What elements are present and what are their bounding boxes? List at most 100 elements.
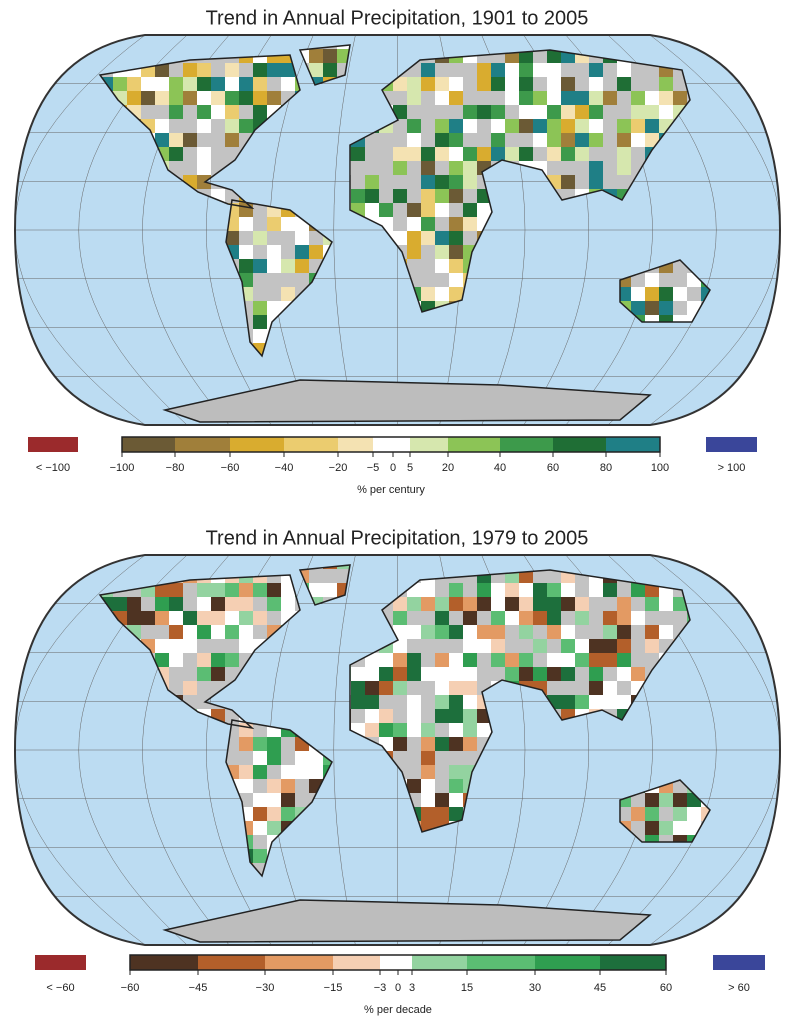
grid-cell (603, 105, 617, 119)
grid-cell (15, 105, 29, 119)
grid-cell (505, 63, 519, 77)
grid-cell (211, 625, 225, 639)
panel: Trend in Annual Precipitation, 1901 to 2… (13, 7, 785, 496)
grid-cell (435, 695, 449, 709)
grid-cell (29, 371, 43, 385)
grid-cell (645, 793, 659, 807)
grid-cell (463, 723, 477, 737)
grid-cell (365, 147, 379, 161)
colorbar-tick-label: −30 (256, 982, 275, 994)
grid-cell (141, 77, 155, 91)
grid-cell (57, 49, 71, 63)
grid-cell (211, 147, 225, 161)
grid-cell (169, 63, 183, 77)
grid-cell (197, 105, 211, 119)
grid-cell (771, 357, 785, 371)
colorbar-tick-label: 40 (494, 462, 506, 474)
colorbar-tick-label: 0 (395, 982, 401, 994)
grid-cell (393, 751, 407, 765)
grid-cell (253, 793, 267, 807)
grid-cell (197, 583, 211, 597)
grid-cell (547, 147, 561, 161)
grid-cell (29, 385, 43, 399)
grid-cell (393, 597, 407, 611)
grid-cell (407, 723, 421, 737)
grid-cell (547, 611, 561, 625)
grid-cell (393, 189, 407, 203)
grid-cell (757, 583, 771, 597)
grid-cell (225, 611, 239, 625)
colorbar-tick-label: −20 (329, 462, 348, 474)
grid-cell (477, 653, 491, 667)
grid-cell (57, 919, 71, 933)
grid-cell (463, 695, 477, 709)
grid-cell (267, 807, 281, 821)
grid-cell (127, 91, 141, 105)
grid-cell (407, 653, 421, 667)
grid-cell (253, 245, 267, 259)
grid-cell (281, 77, 295, 91)
grid-cell (603, 133, 617, 147)
grid-cell (771, 77, 785, 91)
grid-cell (379, 203, 393, 217)
grid-cell (589, 175, 603, 189)
grid-cell (449, 147, 463, 161)
grid-cell (757, 357, 771, 371)
grid-cell (71, 933, 85, 947)
grid-cell (575, 625, 589, 639)
grid-cell (253, 849, 267, 863)
grid-cell (393, 737, 407, 751)
grid-cell (589, 119, 603, 133)
grid-cell (547, 583, 561, 597)
grid-cell (155, 77, 169, 91)
grid-cell (253, 315, 267, 329)
grid-cell (15, 49, 29, 63)
grid-cell (589, 161, 603, 175)
grid-cell (449, 175, 463, 189)
grid-cell (771, 555, 785, 569)
colorbar-segment (230, 437, 284, 452)
grid-cell (771, 329, 785, 343)
grid-cell (197, 119, 211, 133)
grid-cell (771, 569, 785, 583)
grid-cell (505, 639, 519, 653)
grid-cell (589, 681, 603, 695)
grid-cell (253, 751, 267, 765)
grid-cell (771, 905, 785, 919)
grid-cell (463, 217, 477, 231)
grid-cell (197, 597, 211, 611)
grid-cell (743, 399, 757, 413)
grid-cell (407, 639, 421, 653)
grid-cell (309, 765, 323, 779)
grid-cell (43, 49, 57, 63)
coastline (619, 259, 711, 323)
grid-cell (743, 371, 757, 385)
grid-cell (743, 919, 757, 933)
grid-cell (393, 695, 407, 709)
grid-cell (491, 653, 505, 667)
grid-cell (127, 597, 141, 611)
grid-cell (645, 133, 659, 147)
grid-cell (757, 385, 771, 399)
grid-cell (365, 653, 379, 667)
grid-cell (435, 105, 449, 119)
grid-cell (281, 259, 295, 273)
grid-cell (701, 287, 710, 301)
grid-cell (239, 91, 253, 105)
grid-cell (561, 63, 575, 77)
grid-cell (631, 653, 645, 667)
grid-cell (589, 597, 603, 611)
colorbar-segment (198, 955, 265, 970)
grid-cell (15, 933, 29, 947)
grid-cell (435, 77, 449, 91)
grid-cell (253, 91, 267, 105)
grid-cell (463, 189, 477, 203)
map-border (13, 554, 782, 946)
grid-cell (589, 583, 603, 597)
grid-cell (421, 681, 435, 695)
grid-cell (421, 779, 435, 793)
grid-cell (253, 105, 267, 119)
grid-cell (183, 639, 197, 653)
grid-cell (561, 161, 575, 175)
